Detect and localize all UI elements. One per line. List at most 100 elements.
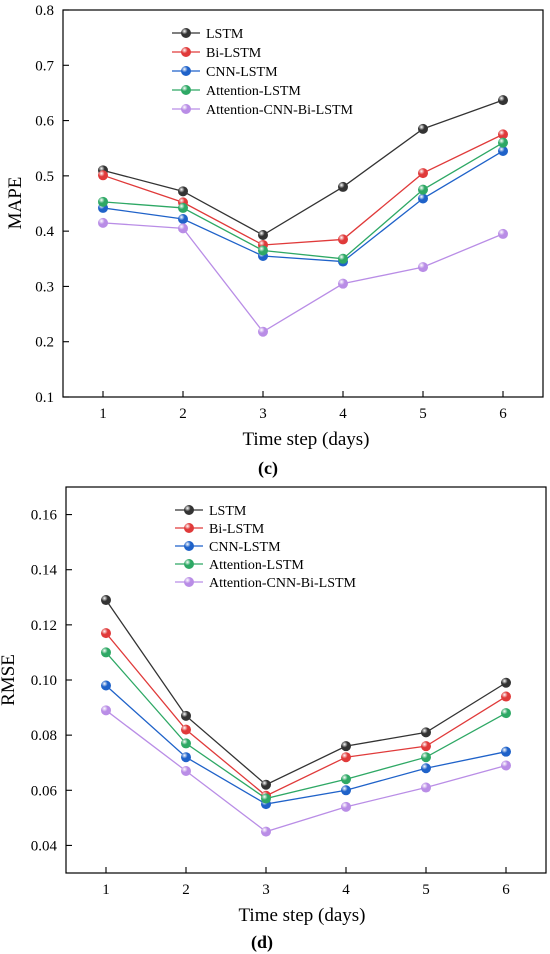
- panel-label-d: (d): [251, 932, 273, 953]
- data-point-attention-cnn-bi-lstm: [341, 801, 351, 812]
- data-point-attention-lstm: [421, 752, 431, 763]
- data-point-attention-cnn-bi-lstm: [498, 228, 508, 239]
- y-tick-label: 0.06: [31, 783, 58, 799]
- data-point-attention-cnn-bi-lstm: [338, 278, 348, 289]
- x-tick-label: 1: [102, 882, 110, 898]
- y-tick-label: 0.6: [35, 114, 54, 130]
- panel-label-c: (c): [258, 458, 278, 479]
- x-tick-label: 5: [422, 882, 430, 898]
- legend-label-lstm: LSTM: [209, 504, 247, 519]
- x-tick-label: 6: [499, 406, 507, 422]
- series-line-bi-lstm: [102, 133, 504, 246]
- plot-frame-mape: [62, 9, 544, 398]
- data-point-bi-lstm: [98, 170, 108, 181]
- x-tick-label: 3: [259, 406, 267, 422]
- y-tick-label: 0.14: [31, 563, 58, 579]
- x-ticks-rmse: 1 2 3 4 5 6: [102, 867, 510, 898]
- series-line-cnn-lstm: [102, 150, 504, 263]
- data-point-lstm: [421, 727, 431, 738]
- series-line-attention-lstm: [105, 651, 507, 800]
- data-point-lstm: [501, 677, 511, 688]
- data-point-attention-cnn-bi-lstm: [261, 826, 271, 837]
- series-mape: [98, 95, 508, 337]
- data-point-bi-lstm: [181, 724, 191, 735]
- legend-marker-cnn-lstm: [181, 66, 191, 76]
- data-point-attention-lstm: [261, 793, 271, 804]
- y-tick-label: 0.12: [31, 618, 57, 634]
- chart-rmse: 0.04 0.06 0.08 0.10 0.12 0.14 0.16 1 2 3 4 5 6 LSTM…: [0, 486, 547, 953]
- data-point-lstm: [178, 186, 188, 197]
- x-tick-label: 2: [179, 406, 187, 422]
- data-point-lstm: [338, 181, 348, 192]
- data-point-attention-cnn-bi-lstm: [421, 782, 431, 793]
- y-tick-label: 0.16: [31, 508, 58, 524]
- data-point-lstm: [101, 595, 111, 606]
- data-point-attention-cnn-bi-lstm: [501, 760, 511, 771]
- legend-marker-attention-lstm: [184, 559, 194, 569]
- data-point-lstm: [418, 123, 428, 134]
- data-point-attention-lstm: [98, 196, 108, 207]
- legend-label-attention-cnn-bi-lstm: Attention-CNN-Bi-LSTM: [206, 103, 354, 118]
- data-point-attention-cnn-bi-lstm: [178, 223, 188, 234]
- data-point-bi-lstm: [501, 691, 511, 702]
- data-point-attention-cnn-bi-lstm: [181, 765, 191, 776]
- data-point-attention-lstm: [338, 253, 348, 264]
- legend-label-cnn-lstm: CNN-LSTM: [209, 540, 281, 555]
- y-tick-label: 0.3: [35, 279, 54, 295]
- data-point-attention-lstm: [418, 184, 428, 195]
- series-line-bi-lstm: [105, 632, 507, 797]
- legend-label-attention-cnn-bi-lstm: Attention-CNN-Bi-LSTM: [209, 576, 357, 591]
- data-point-cnn-lstm: [181, 752, 191, 763]
- y-tick-label: 0.10: [31, 673, 57, 689]
- data-point-bi-lstm: [338, 234, 348, 245]
- data-point-cnn-lstm: [498, 145, 508, 156]
- x-axis-title-mape: Time step (days): [242, 429, 369, 450]
- legend-label-bi-lstm: Bi-LSTM: [209, 522, 265, 537]
- legend-marker-attention-lstm: [181, 85, 191, 95]
- y-axis-title-mape: MAPE: [5, 177, 26, 230]
- y-tick-label: 0.4: [35, 224, 54, 240]
- data-point-lstm: [261, 779, 271, 790]
- data-point-cnn-lstm: [101, 680, 111, 691]
- series-line-lstm: [102, 99, 504, 236]
- legend-label-bi-lstm: Bi-LSTM: [206, 46, 262, 61]
- x-tick-label: 2: [182, 882, 190, 898]
- data-point-attention-lstm: [341, 774, 351, 785]
- data-point-attention-lstm: [178, 202, 188, 213]
- x-tick-label: 5: [419, 406, 427, 422]
- data-point-bi-lstm: [101, 628, 111, 639]
- data-point-bi-lstm: [341, 752, 351, 763]
- chart-mape: 0.1 0.2 0.3 0.4 0.5 0.6 0.7 0.8 1 2 3 4 5 6 LSTM Bi-L…: [5, 3, 544, 479]
- data-point-cnn-lstm: [418, 193, 428, 204]
- legend-marker-attention-cnn-bi-lstm: [184, 577, 194, 587]
- plot-frame-rmse: [65, 486, 547, 874]
- data-point-lstm: [498, 95, 508, 106]
- data-point-attention-cnn-bi-lstm: [101, 705, 111, 716]
- data-point-attention-lstm: [258, 245, 268, 256]
- series-line-attention-cnn-bi-lstm: [105, 709, 507, 833]
- data-point-cnn-lstm: [178, 213, 188, 224]
- legend-marker-cnn-lstm: [184, 541, 194, 551]
- y-tick-label: 0.7: [35, 58, 54, 74]
- x-tick-label: 4: [342, 882, 350, 898]
- x-tick-label: 6: [502, 882, 510, 898]
- x-ticks-mape: 1 2 3 4 5 6: [99, 391, 507, 422]
- data-point-cnn-lstm: [421, 763, 431, 774]
- y-ticks-rmse: 0.04 0.06 0.08 0.10 0.12 0.14 0.16: [31, 508, 72, 854]
- series-line-attention-lstm: [102, 142, 504, 260]
- data-point-bi-lstm: [418, 168, 428, 179]
- legend-marker-attention-cnn-bi-lstm: [181, 104, 191, 114]
- data-point-attention-cnn-bi-lstm: [258, 326, 268, 337]
- data-point-cnn-lstm: [341, 785, 351, 796]
- x-tick-label: 3: [262, 882, 270, 898]
- legend-label-attention-lstm: Attention-LSTM: [206, 84, 301, 99]
- legend-label-attention-lstm: Attention-LSTM: [209, 558, 304, 573]
- y-tick-label: 0.2: [35, 335, 54, 351]
- legend-mape: LSTM Bi-LSTM CNN-LSTM Attention-LSTM Attenti…: [172, 27, 354, 118]
- legend-marker-bi-lstm: [181, 47, 191, 57]
- legend-marker-lstm: [184, 505, 194, 515]
- y-tick-label: 0.8: [35, 3, 54, 19]
- data-point-attention-lstm: [181, 738, 191, 749]
- series-line-attention-cnn-bi-lstm: [102, 222, 504, 333]
